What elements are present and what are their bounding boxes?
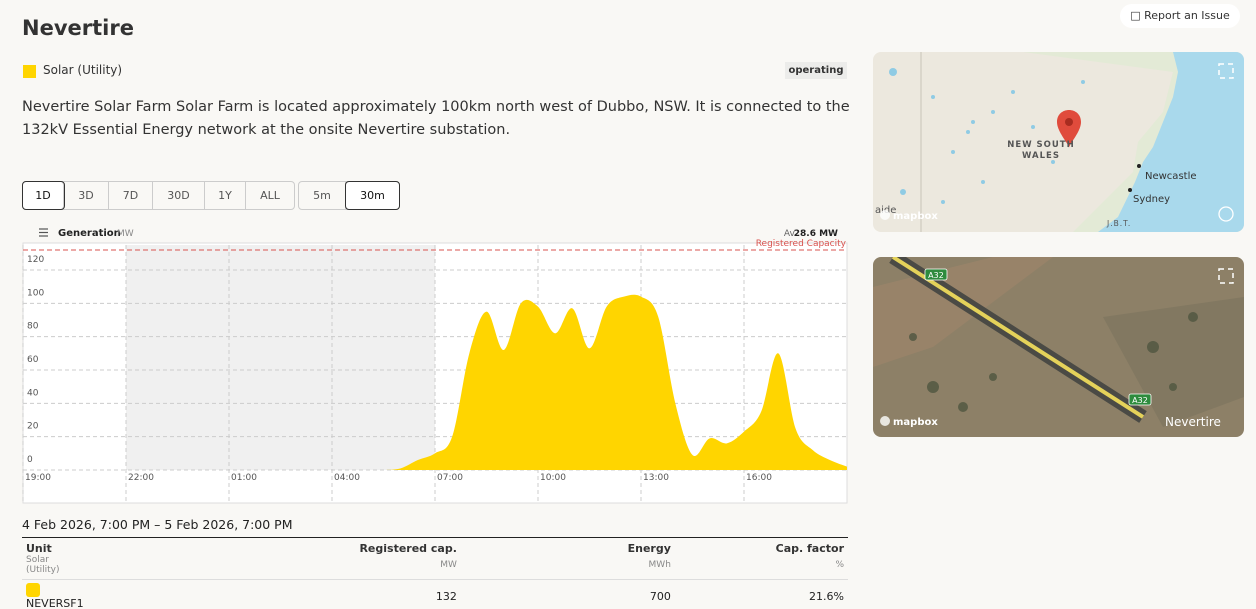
table-cell: NEVERSF1 — [22, 580, 88, 609]
fuel-label: Solar (Utility) — [43, 63, 123, 77]
status-badge: operating — [785, 62, 847, 79]
toggle-button[interactable]: 30D — [153, 182, 205, 209]
map-pin — [1057, 110, 1081, 148]
mapbox-label: mapbox — [893, 417, 938, 428]
col-header: Registered cap. — [359, 542, 457, 555]
report-icon: □ — [1130, 9, 1145, 22]
x-tick-label: 01:00 — [231, 473, 257, 483]
table-cell: 700 — [461, 580, 675, 609]
col-sub: % — [835, 560, 844, 570]
toggle-button[interactable]: 30m — [345, 181, 400, 210]
plant-title: Nevertire — [22, 16, 134, 40]
unit-swatch — [26, 583, 40, 597]
road-label: A32 — [928, 271, 944, 280]
x-tick-label: 22:00 — [128, 473, 154, 483]
y-tick-label: 120 — [27, 255, 44, 265]
region-map[interactable]: NEW SOUTH WALES Newcastle Sydney aide J.… — [873, 52, 1244, 232]
col-header: Unit — [26, 542, 52, 555]
x-tick-label: 16:00 — [746, 473, 772, 483]
mapbox-label: mapbox — [893, 211, 938, 222]
fullscreen-icon[interactable] — [1218, 63, 1234, 79]
period: 4 Feb 2026, 7:00 PM – 5 Feb 2026, 7:00 P… — [22, 517, 293, 532]
sat-trees — [909, 312, 1198, 412]
average-label: Av. — [784, 229, 797, 239]
report-text: Report an Issue — [1144, 9, 1230, 22]
capacity-label: Registered Capacity — [756, 239, 847, 249]
menu-icon — [39, 228, 48, 237]
cell-text: 700 — [649, 590, 671, 603]
table-subheader: Solar (Utility) MW MWh % — [22, 555, 848, 580]
col-header: Cap. factor — [775, 542, 844, 555]
fullscreen-icon[interactable] — [1218, 268, 1234, 284]
y-tick-label: 0 — [27, 455, 33, 465]
x-tick-label: 07:00 — [437, 473, 463, 483]
average-value: 28.6 MW — [794, 229, 838, 239]
mapbox-logo — [880, 210, 890, 220]
map-pin-dot — [1065, 118, 1073, 126]
table-cell: 21.6% — [675, 580, 848, 609]
city-dot — [1137, 164, 1141, 168]
col-sub: MWh — [648, 560, 671, 570]
night-shade — [126, 245, 435, 470]
generation-area — [23, 294, 847, 470]
chart-unit: MW — [117, 229, 134, 239]
town-label: Nevertire — [1165, 415, 1221, 429]
city-label: Sydney — [1133, 194, 1170, 205]
road-label: A32 — [1132, 396, 1148, 405]
col-sub: Solar (Utility) — [26, 555, 60, 575]
chart-title: Generation — [58, 228, 121, 239]
sat-field — [1103, 297, 1244, 427]
report-button[interactable]: □ Report an Issue — [1120, 4, 1240, 28]
cell-text: 132 — [435, 590, 457, 603]
x-tick-label: 10:00 — [540, 473, 566, 483]
toggle-button[interactable]: 7D — [109, 182, 153, 209]
y-tick-label: 80 — [27, 322, 39, 332]
sat-road — [891, 257, 1145, 419]
table-cell: 132 — [88, 580, 461, 609]
y-tick-label: 100 — [27, 288, 44, 298]
interval-buttons: 5m 30m — [298, 181, 400, 210]
map-ocean — [1098, 52, 1244, 232]
edge-label: J.B.T. — [1106, 219, 1131, 228]
y-tick-label: 60 — [27, 355, 39, 365]
cell-text: NEVERSF1 — [26, 597, 84, 609]
x-tick-label: 19:00 — [25, 473, 51, 483]
col-sub: MW — [440, 560, 457, 570]
unit-table: Unit Registered cap. Energy Cap. factor … — [22, 537, 848, 609]
x-tick-label: 04:00 — [334, 473, 360, 483]
road-shield — [924, 268, 948, 281]
map-lakes — [889, 68, 1085, 204]
fuel-swatch — [23, 65, 36, 78]
city-label: Newcastle — [1145, 171, 1197, 182]
generation-chart: Generation MW Av. 28.6 MW 0 20 40 60 80 100 12… — [22, 228, 848, 504]
mapbox-logo — [880, 416, 890, 426]
y-tick-label: 20 — [27, 422, 39, 432]
toggle-button[interactable]: 1D — [22, 181, 65, 210]
x-tick-label: 13:00 — [643, 473, 669, 483]
state-label: WALES — [1022, 151, 1060, 161]
toggle-button[interactable]: 3D — [64, 182, 109, 209]
description: Nevertire Solar Farm Solar Farm is locat… — [22, 99, 850, 138]
cell-text: 21.6% — [809, 590, 844, 603]
road-shield — [1128, 393, 1152, 406]
table-header: Unit Registered cap. Energy Cap. factor — [22, 537, 848, 555]
city-dot — [1128, 188, 1132, 192]
sat-field — [873, 257, 1053, 367]
y-tick-label: 40 — [27, 388, 39, 398]
satellite-map[interactable]: A32 A32 Nevertire mapbox — [873, 257, 1244, 437]
info-icon[interactable] — [1218, 206, 1234, 222]
state-label: NEW SOUTH — [1007, 140, 1074, 150]
range-buttons: 1D 3D 7D 30D 1Y ALL — [22, 181, 295, 210]
toggle-button[interactable]: 1Y — [205, 182, 246, 209]
table-row: NEVERSF1 132 700 21.6% — [22, 580, 848, 609]
col-header: Energy — [627, 542, 671, 555]
toggle-button[interactable]: ALL — [260, 189, 280, 202]
toggle-button[interactable]: 5m — [299, 182, 346, 209]
